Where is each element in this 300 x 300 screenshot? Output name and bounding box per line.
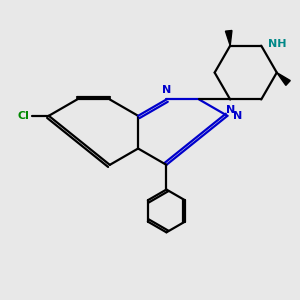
Text: NH: NH (268, 39, 286, 49)
Text: N: N (233, 111, 242, 121)
Text: N: N (162, 85, 171, 95)
Polygon shape (277, 73, 290, 85)
Text: Cl: Cl (18, 111, 29, 121)
Text: N: N (226, 105, 235, 116)
Polygon shape (225, 31, 232, 46)
